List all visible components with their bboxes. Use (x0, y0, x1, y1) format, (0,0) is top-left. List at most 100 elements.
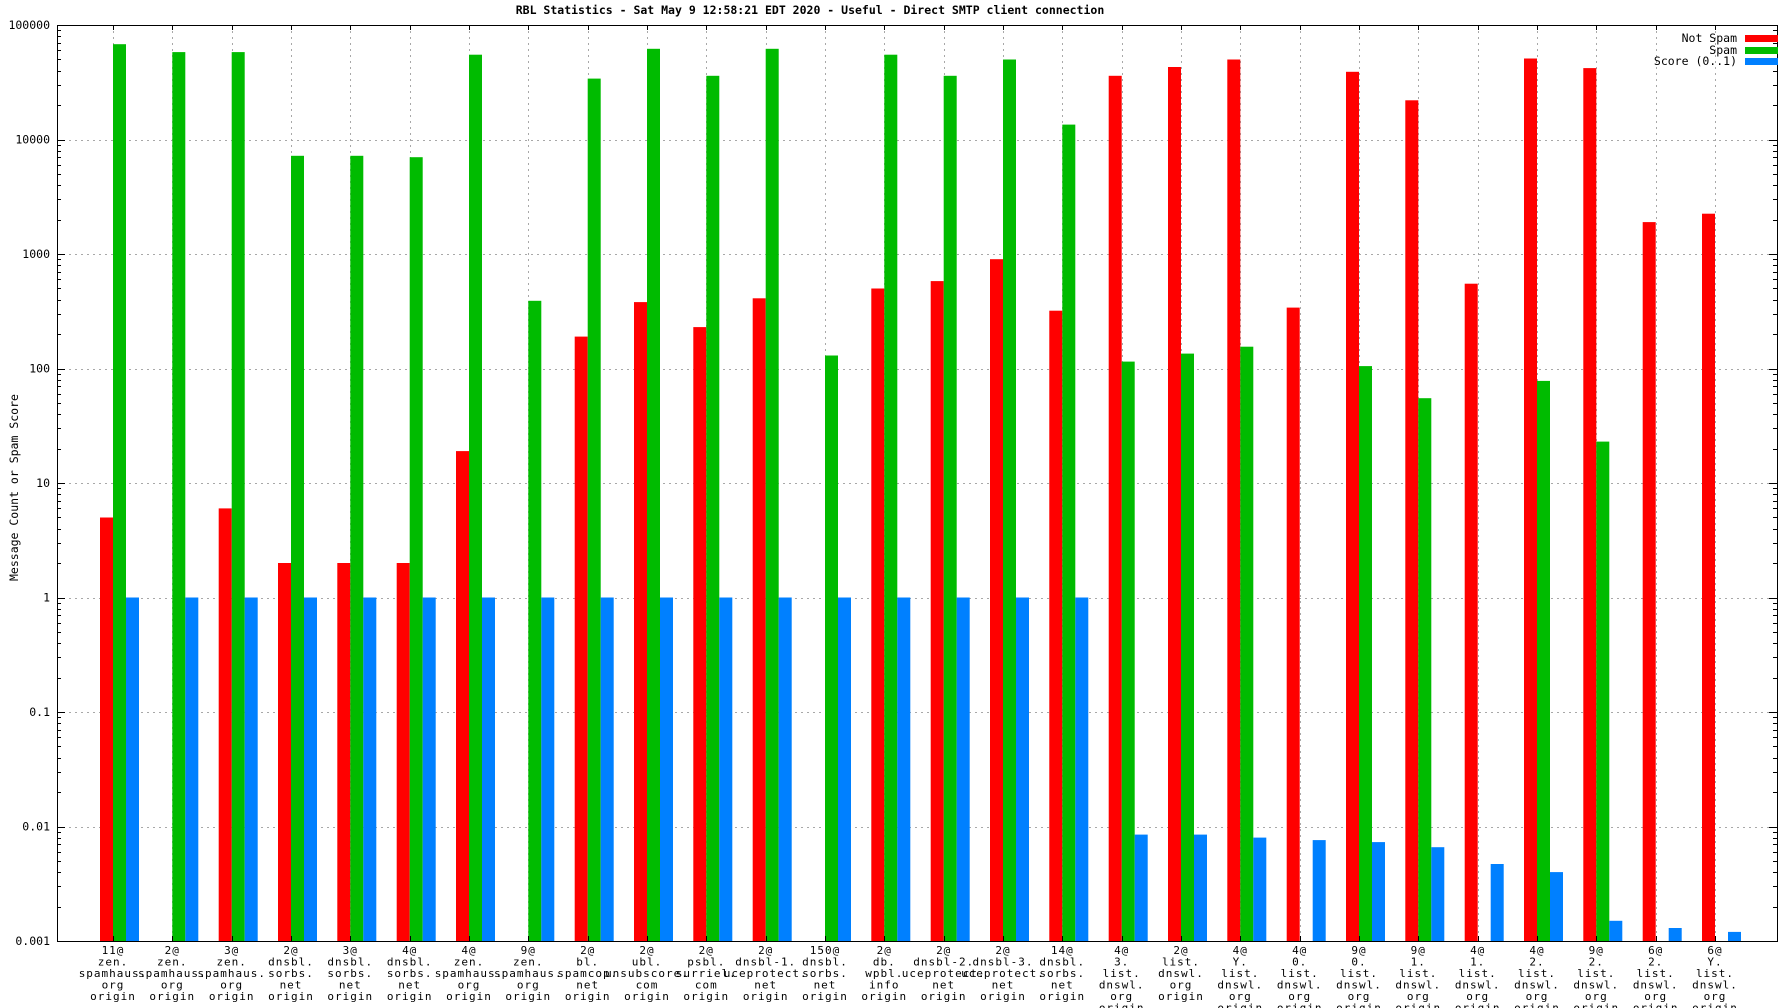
bar-score-21 (1372, 842, 1385, 941)
bar-spam-24 (1537, 380, 1550, 941)
bar-score-20 (1312, 840, 1326, 941)
y-tick-label-5: 1 (43, 591, 50, 605)
x-label-3-line-0: 2@ (283, 944, 298, 957)
x-label-1-line-2: spamhaus. (138, 967, 207, 980)
y-axis-label: Message Count or Spam Score (7, 394, 21, 581)
x-label-25-line-1: 2. (1589, 956, 1604, 969)
x-label-15-line-4: origin (980, 990, 1026, 1003)
x-label-15-line-1: dnsbl-3. (973, 956, 1034, 969)
bar-not_spam-6 (456, 451, 469, 941)
legend-label-spam: Spam (1709, 42, 1737, 57)
bar-score-9 (660, 597, 673, 941)
x-label-2-line-2: spamhaus. (197, 967, 266, 980)
x-label-27-line-5: origin (1692, 1002, 1738, 1008)
x-label-4-line-0: 3@ (343, 944, 358, 957)
bar-not_spam-5 (396, 563, 410, 941)
bar-not_spam-21 (1346, 71, 1359, 942)
x-label-10-line-1: psbl. (687, 956, 725, 969)
x-label-26-line-4: org (1644, 990, 1667, 1003)
x-label-21-line-0: 9@ (1351, 944, 1366, 957)
x-label-7-line-4: origin (505, 990, 551, 1003)
bar-spam-22 (1418, 398, 1432, 941)
bar-spam-25 (1596, 441, 1610, 941)
bar-not_spam-26 (1642, 222, 1656, 942)
y-tick-label-4: 10 (36, 476, 50, 490)
x-label-21-line-3: dnswl. (1336, 979, 1382, 992)
bar-spam-18 (1181, 353, 1194, 942)
x-label-12-line-4: origin (802, 990, 848, 1003)
bar-not_spam-13 (871, 288, 885, 941)
x-label-0-line-3: org (102, 979, 125, 992)
x-label-5-line-0: 4@ (402, 944, 417, 957)
x-label-20-line-4: org (1288, 990, 1311, 1003)
bar-spam-0 (113, 44, 126, 941)
x-label-12-line-0: 150@ (810, 944, 841, 957)
bar-spam-12 (825, 355, 838, 941)
x-label-11-line-4: origin (743, 990, 789, 1003)
bars (100, 44, 1741, 942)
bar-not_spam-16 (1049, 310, 1063, 941)
bar-score-14 (956, 597, 970, 941)
x-label-14-line-3: net (932, 979, 955, 992)
x-label-24-line-3: dnswl. (1514, 979, 1560, 992)
x-label-6-line-3: org (458, 979, 481, 992)
x-label-22-line-1: 1. (1411, 956, 1426, 969)
bar-score-8 (600, 597, 614, 941)
x-label-17-line-0: 4@ (1114, 944, 1129, 957)
x-label-26-line-3: dnswl. (1633, 979, 1679, 992)
x-label-3-line-1: dnsbl. (268, 956, 314, 969)
x-label-17-line-3: dnswl. (1099, 979, 1145, 992)
bar-not_spam-0 (100, 517, 113, 941)
x-group-labels: 11@zen.spamhaus.orgorigin2@zen.spamhaus.… (79, 944, 1738, 1008)
bar-spam-6 (469, 54, 482, 941)
x-label-6-line-2: spamhaus. (435, 967, 504, 980)
x-label-8-line-1: bl. (576, 956, 599, 969)
x-label-3-line-2: sorbs. (268, 967, 314, 980)
x-label-1-line-1: zen. (157, 956, 188, 969)
x-label-26-line-1: 2. (1648, 956, 1663, 969)
bar-score-16 (1075, 597, 1089, 941)
x-label-21-line-5: origin (1336, 1002, 1382, 1008)
x-label-15-line-2: uceprotect. (961, 967, 1045, 980)
bar-score-26 (1668, 928, 1682, 941)
x-label-21-line-2: list. (1340, 967, 1378, 980)
x-label-26-line-2: list. (1637, 967, 1675, 980)
x-label-24-line-4: org (1526, 990, 1549, 1003)
x-label-16-line-1: dnsbl. (1039, 956, 1085, 969)
x-label-25-line-4: org (1585, 990, 1608, 1003)
x-label-13-line-2: wpbl. (865, 967, 903, 980)
x-label-27-line-3: dnswl. (1692, 979, 1738, 992)
y-tick-label-0: 100000 (8, 18, 50, 32)
x-label-9-line-0: 2@ (639, 944, 654, 957)
bar-score-24 (1550, 872, 1563, 941)
x-label-12-line-2: sorbs. (802, 967, 848, 980)
x-label-1-line-0: 2@ (165, 944, 180, 957)
bar-score-18 (1194, 834, 1207, 941)
x-label-6-line-0: 4@ (461, 944, 476, 957)
bar-score-25 (1609, 920, 1623, 941)
x-label-12-line-3: net (814, 979, 837, 992)
bar-not_spam-20 (1286, 307, 1300, 942)
x-label-19-line-4: org (1229, 990, 1252, 1003)
bar-score-17 (1134, 834, 1148, 941)
x-label-19-line-5: origin (1217, 1002, 1263, 1008)
bar-spam-2 (231, 52, 245, 942)
x-label-9-line-1: ubl. (632, 956, 663, 969)
bar-spam-21 (1359, 366, 1372, 942)
x-label-18-line-0: 2@ (1173, 944, 1188, 957)
x-label-11-line-1: dnsbl-1. (735, 956, 796, 969)
bar-spam-3 (291, 155, 304, 942)
x-label-20-line-5: origin (1277, 1002, 1323, 1008)
bar-spam-13 (884, 54, 898, 941)
bar-score-12 (838, 597, 851, 941)
x-label-22-line-2: list. (1399, 967, 1437, 980)
x-label-8-line-0: 2@ (580, 944, 595, 957)
bar-score-2 (244, 597, 258, 941)
x-label-27-line-1: Y. (1707, 956, 1722, 969)
x-label-7-line-1: zen. (513, 956, 544, 969)
x-label-19-line-1: Y. (1233, 956, 1248, 969)
bar-not_spam-25 (1583, 68, 1597, 942)
y-tick-label-7: 0.01 (22, 820, 50, 834)
bar-not_spam-14 (930, 281, 944, 942)
